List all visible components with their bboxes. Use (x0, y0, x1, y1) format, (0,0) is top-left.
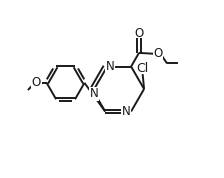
Text: O: O (134, 27, 144, 40)
Text: O: O (153, 47, 162, 60)
Text: N: N (90, 87, 98, 100)
Text: O: O (32, 76, 41, 89)
Text: N: N (106, 60, 114, 73)
Text: Cl: Cl (137, 62, 149, 75)
Text: N: N (122, 105, 131, 118)
